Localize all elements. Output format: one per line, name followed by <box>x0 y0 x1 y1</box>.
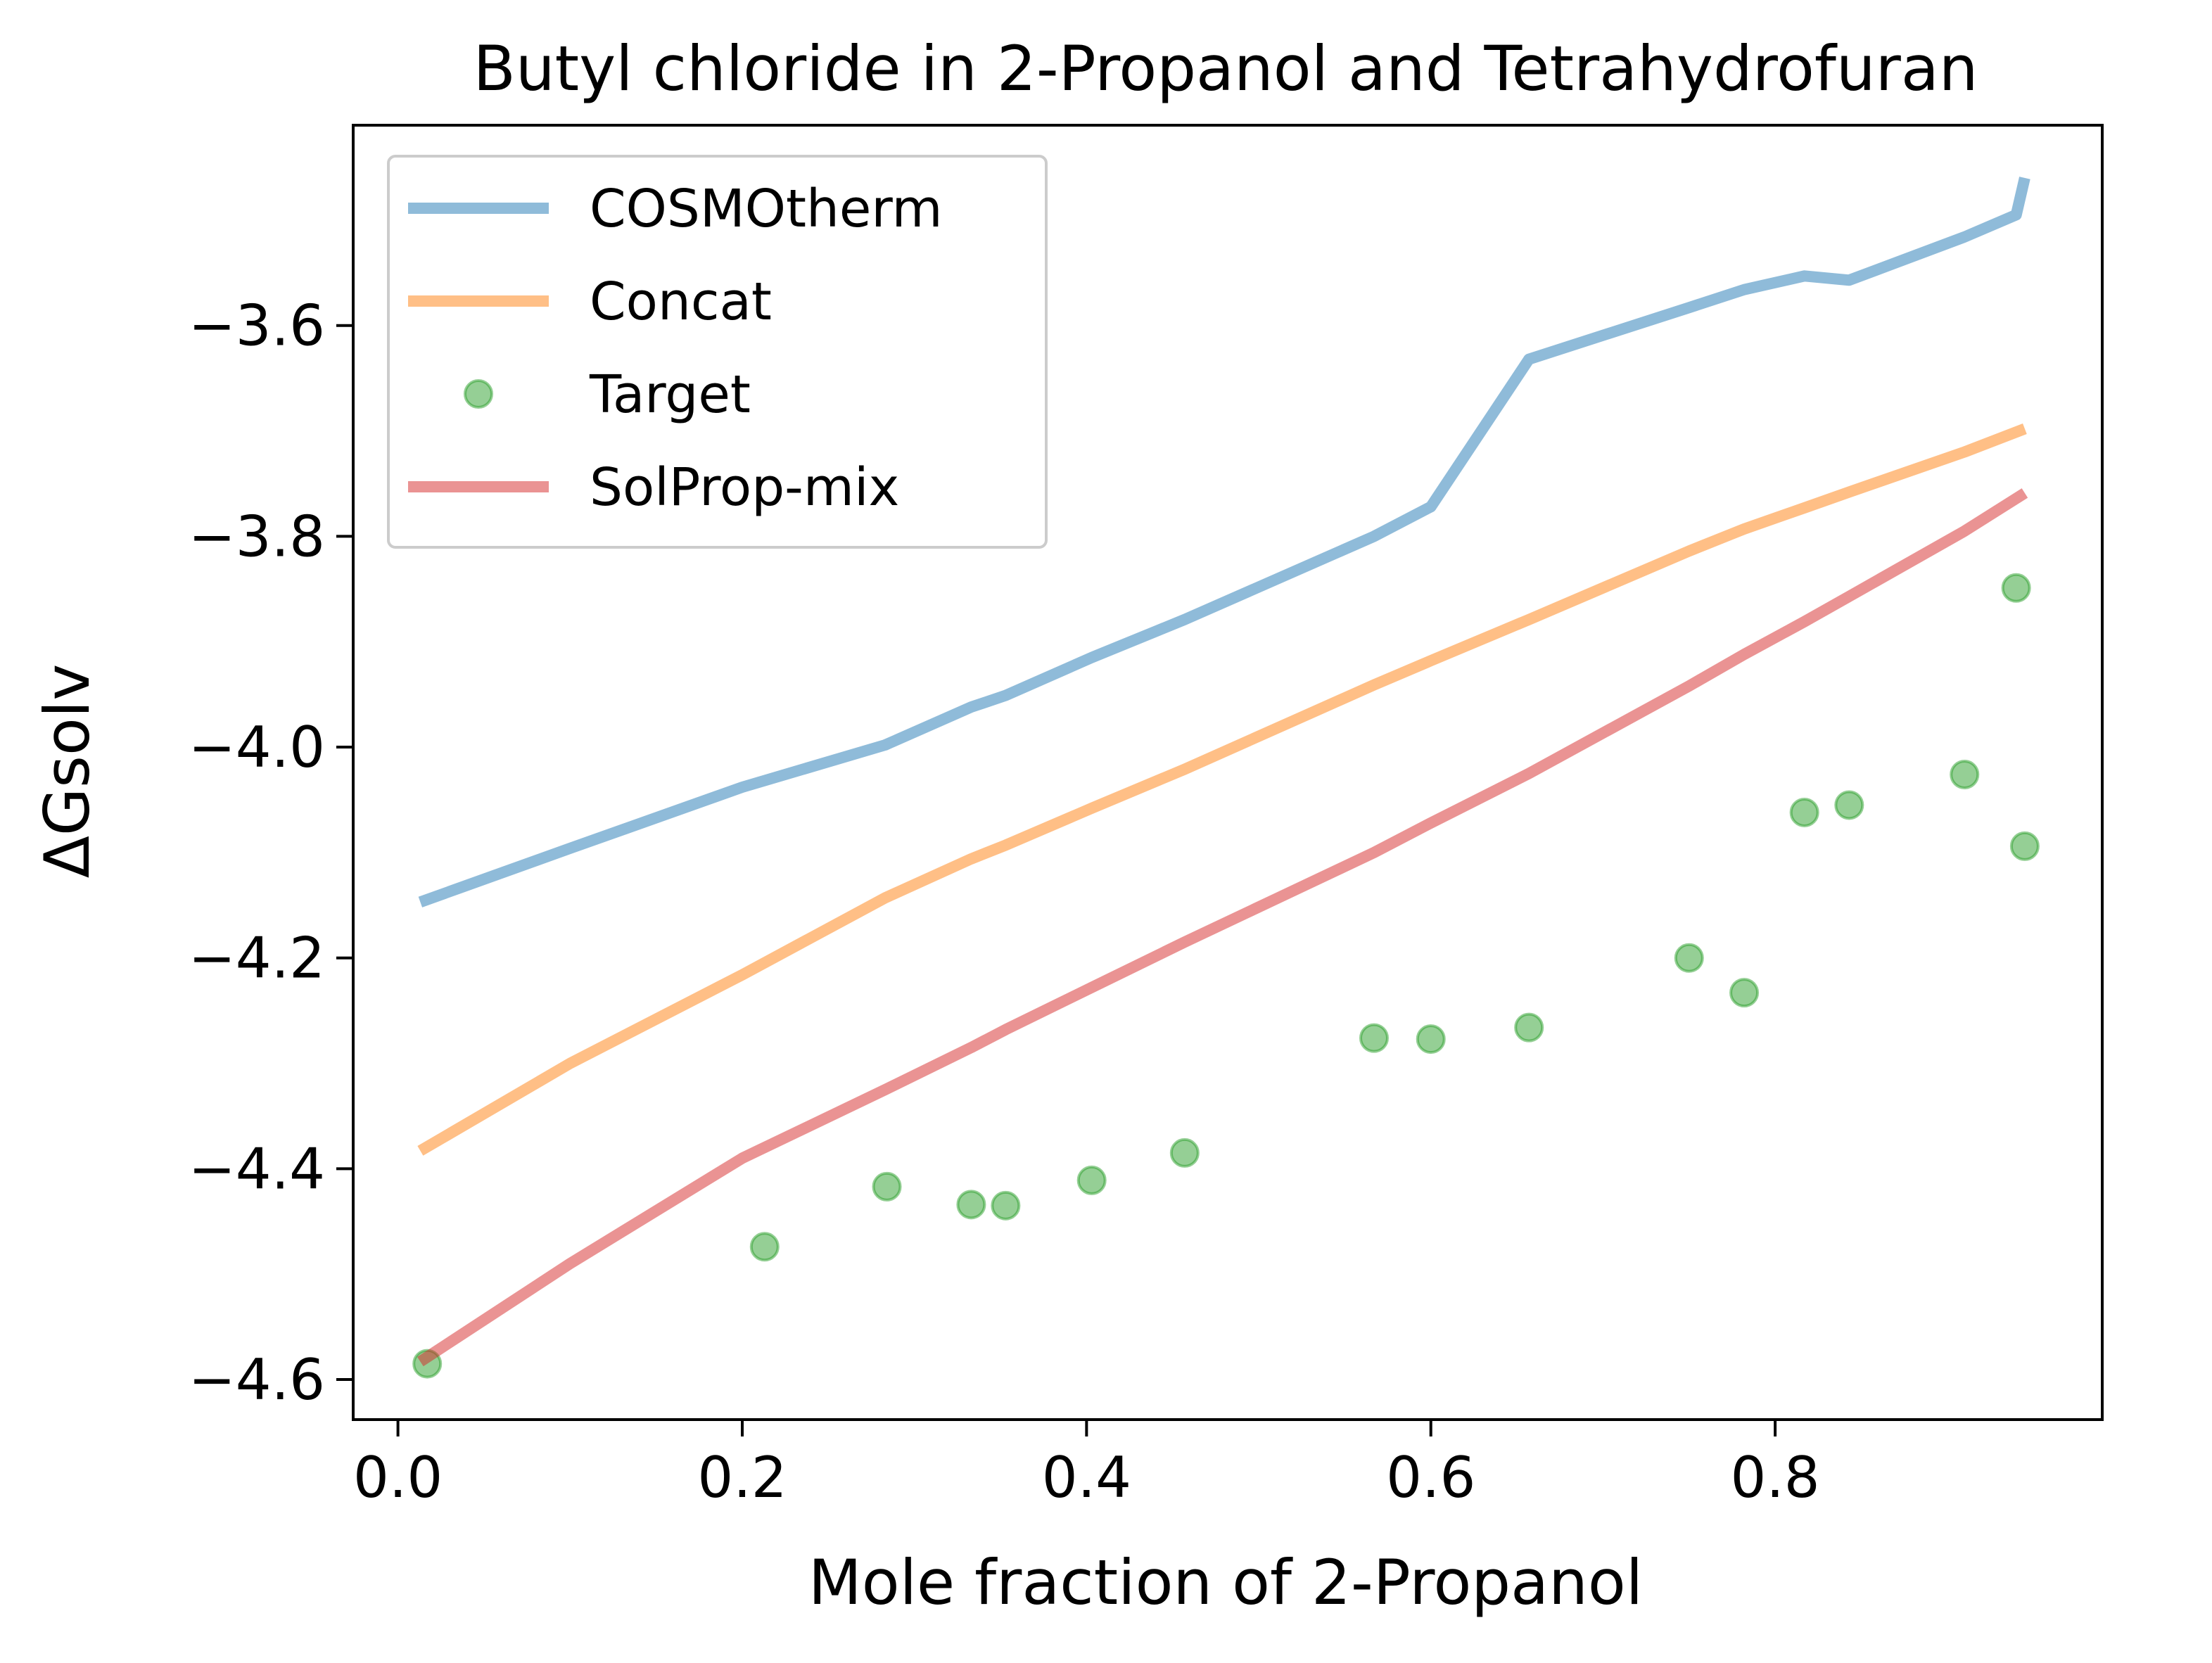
legend: COSMOtherm Concat Target SolProp-mix <box>387 155 1048 549</box>
chart-title: Butyl chloride in 2-Propanol and Tetrahy… <box>473 32 1978 105</box>
data-point-target <box>1076 1165 1107 1195</box>
x-axis-label: Mole fraction of 2-Propanol <box>808 1546 1643 1619</box>
data-point-target <box>1729 978 1760 1008</box>
axes-frame <box>352 124 2104 1421</box>
legend-label-target: Target <box>589 364 751 425</box>
y-tick-label: −3.6 <box>189 293 325 359</box>
data-point-target <box>1834 790 1864 820</box>
y-tick-label: −3.8 <box>189 504 325 569</box>
data-point-target <box>1169 1138 1200 1168</box>
y-tick-label: −4.2 <box>189 926 325 991</box>
x-tick-label: 0.4 <box>1042 1445 1131 1510</box>
data-point-target <box>1789 797 1819 827</box>
series-line-solprop-mix <box>417 488 2028 1367</box>
x-tick-label: 0.0 <box>353 1445 443 1510</box>
legend-frame <box>387 155 1048 549</box>
legend-label-solprop-mix: SolProp-mix <box>590 457 899 518</box>
data-point-target <box>956 1190 986 1220</box>
y-tick-label: −4.6 <box>189 1347 325 1413</box>
data-point-target <box>1359 1023 1389 1053</box>
data-point-target <box>991 1190 1021 1221</box>
data-point-target <box>1514 1012 1544 1043</box>
legend-label-cosmotherm: COSMOtherm <box>590 179 943 239</box>
legend-label-concat: Concat <box>590 272 772 332</box>
series-line-concat <box>417 423 2027 1156</box>
series-line-cosmotherm <box>418 177 2030 907</box>
x-tick-label: 0.2 <box>697 1445 787 1510</box>
y-axis-label: ΔGsolv <box>31 664 103 879</box>
x-axis: 0.0 0.2 0.4 0.6 0.8 <box>353 1420 1820 1510</box>
data-point-target <box>1674 943 1704 973</box>
data-point-target <box>2009 831 2040 861</box>
y-axis: −3.6 −3.8 −4.0 −4.2 −4.4 −4.6 <box>189 293 353 1413</box>
plot-area <box>412 177 2040 1379</box>
legend-swatch-target <box>464 379 493 409</box>
y-tick-label: −4.0 <box>189 715 325 780</box>
data-point-target <box>872 1171 902 1202</box>
data-point-target <box>1416 1024 1446 1054</box>
data-point-target <box>749 1232 780 1262</box>
y-tick-label: −4.4 <box>189 1136 325 1202</box>
data-point-target <box>1950 759 1980 789</box>
x-tick-label: 0.6 <box>1386 1445 1475 1510</box>
data-point-target <box>2001 573 2031 603</box>
x-tick-label: 0.8 <box>1730 1445 1819 1510</box>
